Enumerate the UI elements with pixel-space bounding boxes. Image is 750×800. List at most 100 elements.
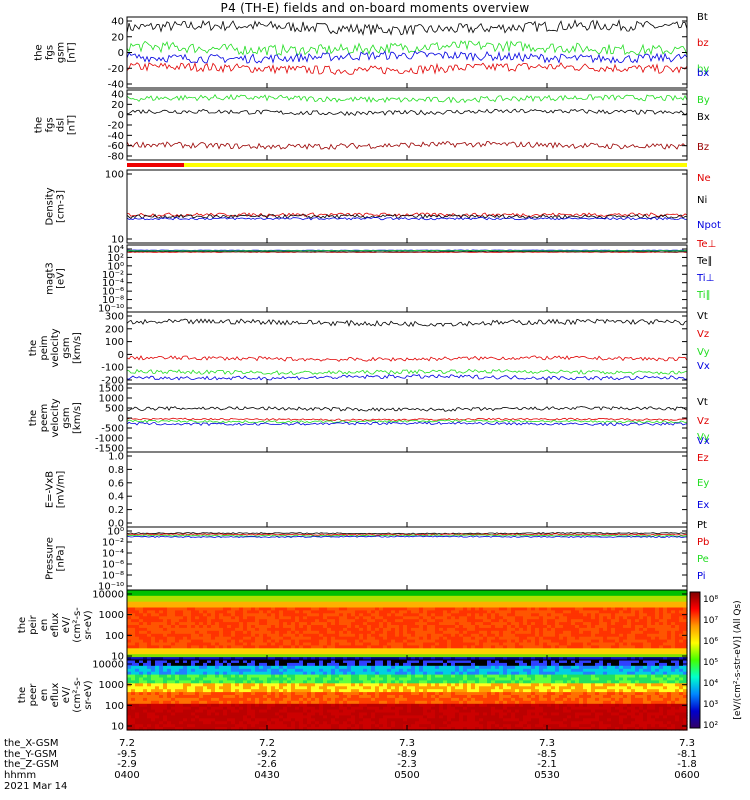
heatmap-cell — [531, 616, 536, 620]
heatmap-cell — [551, 645, 556, 649]
heatmap-cell — [375, 630, 380, 635]
heatmap-cell — [175, 680, 180, 684]
heatmap-cell — [171, 633, 176, 638]
heatmap-cell — [447, 642, 452, 646]
heatmap-cell — [207, 639, 212, 644]
heatmap-cell — [683, 657, 688, 661]
heatmap-cell — [331, 686, 336, 690]
heatmap-cell — [323, 709, 328, 714]
series-line-Pb — [126, 533, 688, 536]
heatmap-cell — [311, 677, 316, 681]
heatmap-cell — [335, 724, 340, 728]
heatmap-cell — [247, 622, 252, 626]
heatmap-cell — [315, 674, 320, 679]
heatmap-cell — [347, 674, 352, 679]
heatmap-cell — [259, 636, 264, 641]
heatmap-cell — [519, 622, 524, 626]
heatmap-cell — [543, 595, 548, 600]
heatmap-cell — [179, 642, 184, 646]
heatmap-cell — [435, 619, 440, 623]
heatmap-cell — [523, 636, 528, 641]
heatmap-cell — [131, 721, 136, 725]
heatmap-cell — [475, 595, 480, 600]
heatmap-cell — [211, 590, 216, 594]
heatmap-cell — [175, 654, 180, 658]
heatmap-cell — [267, 613, 272, 617]
heatmap-cell — [327, 633, 332, 638]
heatmap-cell — [607, 657, 612, 661]
heatmap-cell — [155, 616, 160, 620]
heatmap-cell — [271, 683, 276, 687]
heatmap-cell — [635, 590, 640, 594]
heatmap-cell — [551, 654, 556, 658]
heatmap-cell — [263, 718, 268, 722]
heatmap-cell — [643, 633, 648, 638]
heatmap-cell — [403, 592, 408, 597]
heatmap-cell — [223, 724, 228, 728]
heatmap-cell — [159, 648, 164, 652]
heatmap-cell — [163, 718, 168, 722]
heatmap-cell — [587, 592, 592, 597]
heatmap-cell — [395, 607, 400, 611]
heatmap-cell — [167, 697, 172, 702]
heatmap-cell — [363, 654, 368, 658]
heatmap-cell — [443, 633, 448, 638]
heatmap-cell — [315, 633, 320, 638]
heatmap-cell — [323, 657, 328, 661]
heatmap-cell — [203, 671, 208, 676]
heatmap-cell — [671, 616, 676, 620]
heatmap-cell — [175, 686, 180, 690]
heatmap-cell — [303, 645, 308, 649]
heatmap-cell — [239, 689, 244, 693]
heatmap-cell — [147, 718, 152, 722]
heatmap-cell — [143, 671, 148, 676]
heatmap-cell — [199, 636, 204, 641]
heatmap-cell — [403, 648, 408, 652]
heatmap-cell — [239, 598, 244, 603]
heatmap-cell — [419, 598, 424, 603]
heatmap-cell — [199, 654, 204, 658]
heatmap-cell — [267, 622, 272, 626]
heatmap-cell — [555, 592, 560, 597]
y-axis-label: [mV/m] — [56, 471, 67, 509]
heatmap-cell — [375, 616, 380, 620]
heatmap-cell — [191, 654, 196, 658]
heatmap-cell — [135, 660, 140, 664]
series-line-bz — [126, 61, 688, 76]
heatmap-cell — [439, 613, 444, 617]
heatmap-cell — [167, 601, 172, 606]
heatmap-cell — [663, 648, 668, 652]
heatmap-cell — [311, 627, 316, 632]
heatmap-cell — [235, 598, 240, 603]
heatmap-cell — [159, 689, 164, 693]
heatmap-cell — [179, 680, 184, 684]
heatmap-cell — [551, 607, 556, 611]
heatmap-cell — [355, 592, 360, 597]
heatmap-cell — [427, 639, 432, 644]
heatmap-cell — [143, 590, 148, 594]
heatmap-cell — [603, 625, 608, 629]
heatmap-cell — [187, 642, 192, 646]
heatmap-cell — [315, 695, 320, 699]
heatmap-cell — [395, 590, 400, 594]
heatmap-cell — [287, 598, 292, 603]
heatmap-cell — [215, 718, 220, 722]
heatmap-cell — [607, 598, 612, 603]
heatmap-cell — [455, 642, 460, 646]
heatmap-cell — [271, 592, 276, 597]
heatmap-cell — [467, 633, 472, 638]
heatmap-cell — [259, 627, 264, 632]
series-line-Bt — [126, 18, 688, 36]
heatmap-cell — [511, 657, 516, 661]
heatmap-cell — [423, 590, 428, 594]
heatmap-cell — [523, 595, 528, 600]
heatmap-cell — [231, 671, 236, 676]
heatmap-cell — [643, 590, 648, 594]
series-line-Vt — [126, 318, 688, 328]
heatmap-cell — [579, 657, 584, 661]
heatmap-cell — [223, 651, 228, 655]
heatmap-cell — [251, 706, 256, 711]
heatmap-cell — [451, 610, 456, 614]
heatmap-cell — [683, 627, 688, 632]
heatmap-cell — [207, 604, 212, 609]
